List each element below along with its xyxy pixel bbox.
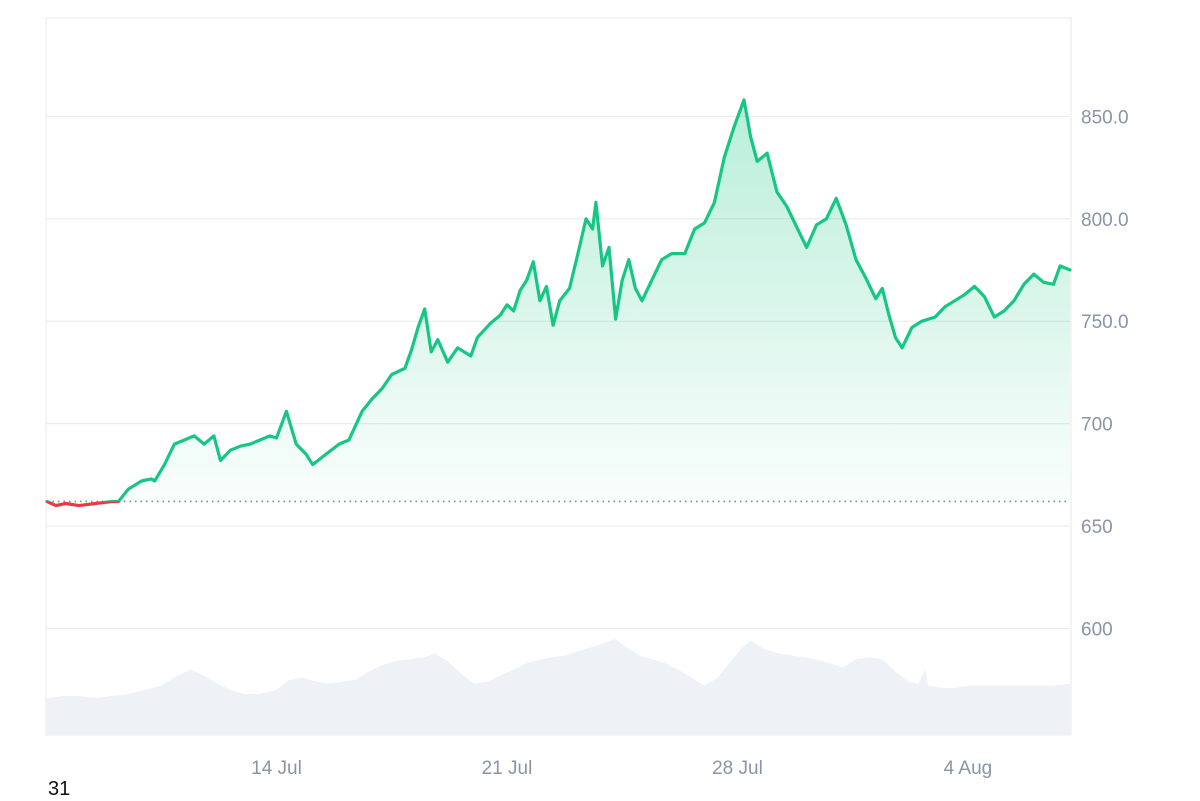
y-axis-ticks: 850.0 800.0 750.0 700 650 600 [1081,107,1129,640]
x-axis-ticks: 14 Jul 21 Jul 28 Jul 4 Aug [251,758,992,779]
y-tick-label: 600 [1081,619,1113,640]
y-tick-label: 650 [1081,517,1113,538]
x-tick-label: 28 Jul [712,758,763,779]
grid-lines [47,115,1070,629]
y-tick-label: 800.0 [1081,210,1129,231]
price-line-group [45,98,1072,508]
price-line-up [45,98,1072,502]
volume-area-group [47,638,1070,735]
x-tick-label: 4 Aug [944,758,993,779]
volume-area [47,638,1070,735]
y-tick-label: 750.0 [1081,312,1129,333]
corner-label: 31 [48,778,71,800]
y-tick-label: 700 [1081,415,1113,436]
y-tick-label: 850.0 [1081,107,1129,128]
price-area-fill [118,99,1070,502]
price-area-group [118,99,1070,502]
x-tick-label: 21 Jul [482,758,533,779]
x-tick-label: 14 Jul [251,758,302,779]
